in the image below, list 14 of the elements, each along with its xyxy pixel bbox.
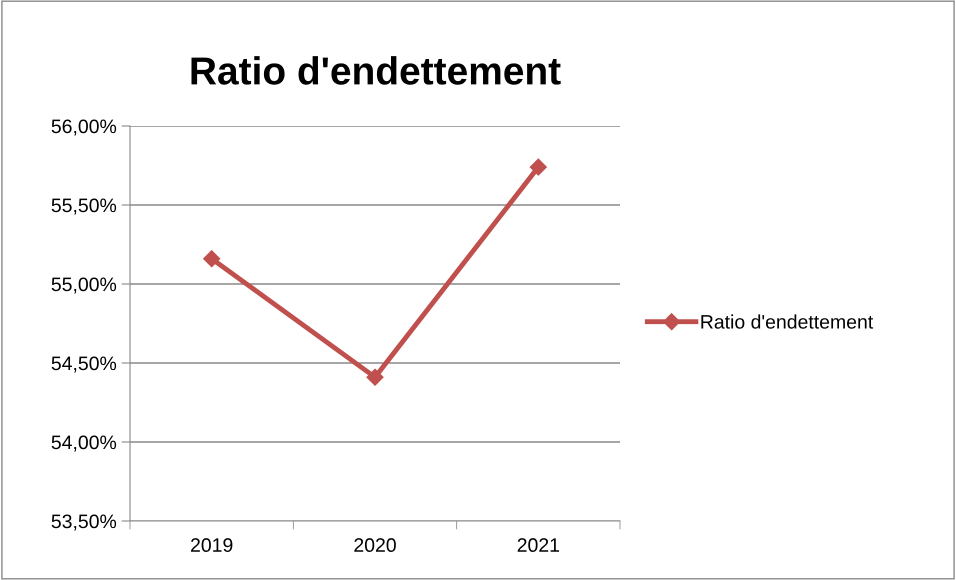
point bbox=[366, 368, 384, 386]
legend-label: Ratio d'endettement bbox=[701, 314, 874, 329]
x-tick-label: 2019 bbox=[191, 538, 232, 552]
y-tick-label: 56,00% bbox=[52, 119, 116, 136]
y-tick-label: 54,50% bbox=[52, 356, 116, 373]
x-tick-label: 2020 bbox=[354, 538, 396, 552]
y-tick-label: 55,00% bbox=[52, 277, 116, 294]
y-tick-label: 54,00% bbox=[52, 435, 116, 452]
point bbox=[203, 250, 220, 268]
y-tick-label: 55,50% bbox=[52, 198, 116, 215]
y-tick-label: 53,50% bbox=[52, 514, 116, 531]
point bbox=[530, 158, 547, 176]
chart-title: Ratio d'endettement bbox=[191, 56, 561, 85]
x-tick-label: 2021 bbox=[518, 538, 560, 552]
